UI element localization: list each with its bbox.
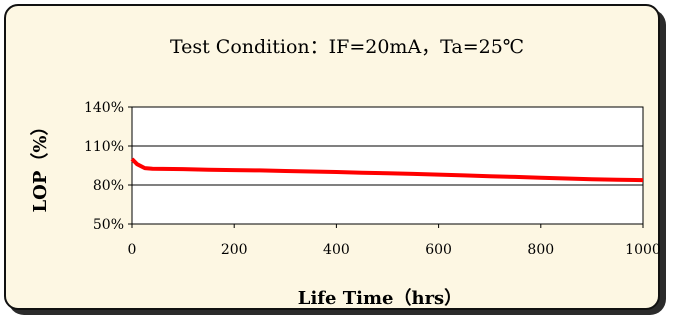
x-tick-label: 1000 — [625, 242, 661, 258]
series-line — [130, 157, 644, 183]
x-tick-label: 600 — [425, 242, 452, 258]
x-axis-label: Life Time（hrs） — [298, 288, 462, 309]
y-axis-label: LOP（%） — [30, 118, 51, 213]
y-tick-label: 80% — [93, 178, 124, 194]
chart-title: Test Condition：IF=20mA，Ta=25℃ — [170, 36, 524, 58]
y-tick-label: 140% — [84, 100, 124, 116]
y-tick-label: 110% — [84, 139, 124, 155]
x-tick-label: 800 — [527, 242, 554, 258]
y-tick-label: 50% — [93, 217, 124, 233]
x-tick-label: 400 — [323, 242, 350, 258]
plot-area — [131, 106, 644, 225]
x-tick-label: 0 — [128, 242, 137, 258]
x-tick-label: 200 — [221, 242, 248, 258]
